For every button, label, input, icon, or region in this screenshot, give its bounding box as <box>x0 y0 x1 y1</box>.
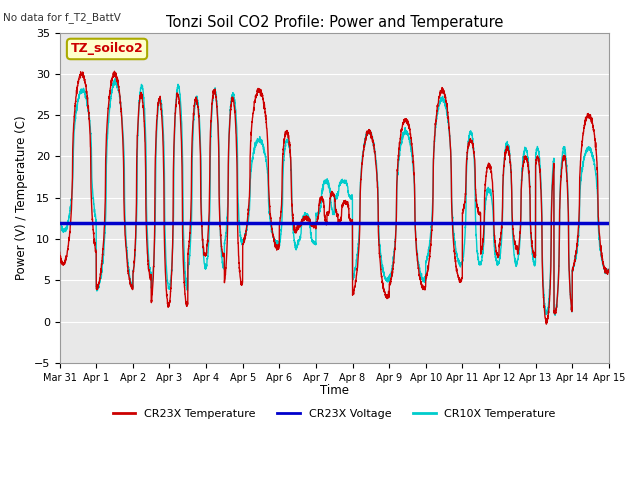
Y-axis label: Power (V) / Temperature (C): Power (V) / Temperature (C) <box>15 116 28 280</box>
Title: Tonzi Soil CO2 Profile: Power and Temperature: Tonzi Soil CO2 Profile: Power and Temper… <box>166 15 503 30</box>
Text: TZ_soilco2: TZ_soilco2 <box>70 42 143 56</box>
Legend: CR23X Temperature, CR23X Voltage, CR10X Temperature: CR23X Temperature, CR23X Voltage, CR10X … <box>108 405 560 423</box>
Text: No data for f_T2_BattV: No data for f_T2_BattV <box>3 12 121 23</box>
X-axis label: Time: Time <box>320 384 349 397</box>
